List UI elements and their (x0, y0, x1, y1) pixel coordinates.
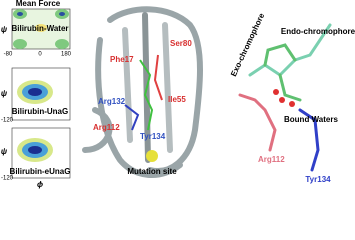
tick-label: 180 (61, 52, 72, 58)
plot-label: Bilirubin-UnaG (12, 107, 68, 116)
protein-structure (82, 6, 203, 179)
residue-label: Phe17 (110, 55, 134, 64)
waters (273, 89, 295, 107)
site-label: Mutation site (127, 167, 177, 176)
tick-label: -120 (1, 118, 14, 124)
axis-label: ψ (1, 25, 8, 34)
residue-label: Arg132 (98, 97, 126, 106)
axis-label: ψ (1, 147, 8, 156)
residue-label: Tyr134 (305, 175, 331, 184)
axis-label: ψ (1, 89, 8, 98)
plot-3 (11, 127, 71, 179)
residue-label: Arg112 (93, 123, 120, 132)
plot-2 (11, 67, 71, 121)
tick-label: -80 (4, 52, 13, 58)
region-label: Endo-chromophore (281, 27, 355, 36)
panel-title: Mean Force (16, 0, 61, 8)
residue-label: Arg112 (258, 155, 285, 164)
plot-label: Bilirubin-eUnaG (10, 167, 71, 176)
tick-label: -120 (1, 176, 14, 182)
plot-1 (11, 8, 71, 50)
residue-label: Tyr134 (140, 132, 166, 141)
chromophore (238, 23, 332, 172)
mutation-marker (146, 150, 158, 162)
residue-label: Ile55 (168, 95, 186, 104)
residue-label: Ser80 (170, 39, 192, 48)
tick-label: 0 (38, 52, 42, 58)
region-label: Bound Waters (284, 115, 338, 124)
plot-label: Bilirubin-Water (11, 24, 68, 33)
figure: Mean Force Bilirubin-Water -80 0 180 ψ B… (1, 0, 355, 189)
ligand (124, 54, 163, 131)
axis-label: ϕ (37, 180, 43, 189)
